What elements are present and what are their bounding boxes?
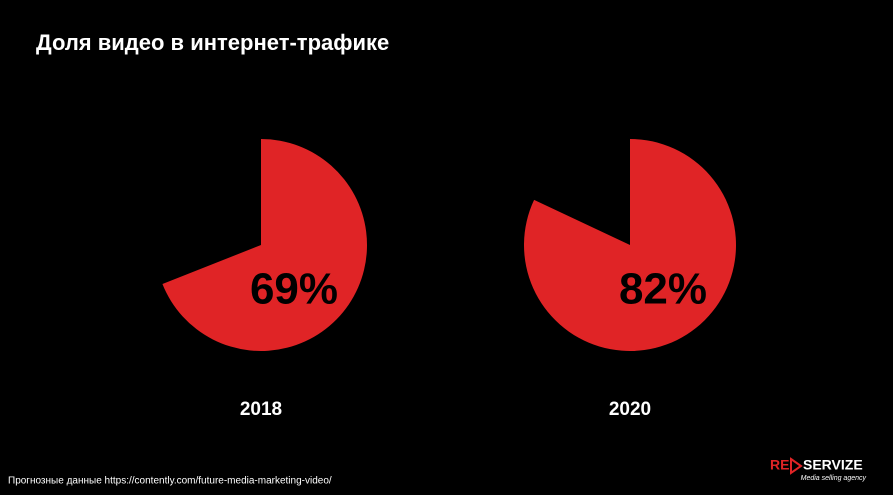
value-label: 82% [619, 265, 707, 314]
logo-tagline: Media selling agency [801, 475, 867, 482]
logo-red: RE [770, 457, 789, 473]
slide-title: Доля видео в интернет-трафике [36, 30, 389, 55]
logo-icon [790, 457, 803, 475]
pie-slice [524, 139, 736, 351]
pie-slice [162, 139, 367, 351]
value-label: 69% [250, 265, 338, 314]
year-label: 2020 [609, 399, 651, 420]
logo-white: SERVIZE [803, 457, 863, 473]
year-label: 2018 [240, 399, 282, 420]
source-note: Прогнозные данные https://contently.com/… [8, 476, 332, 487]
